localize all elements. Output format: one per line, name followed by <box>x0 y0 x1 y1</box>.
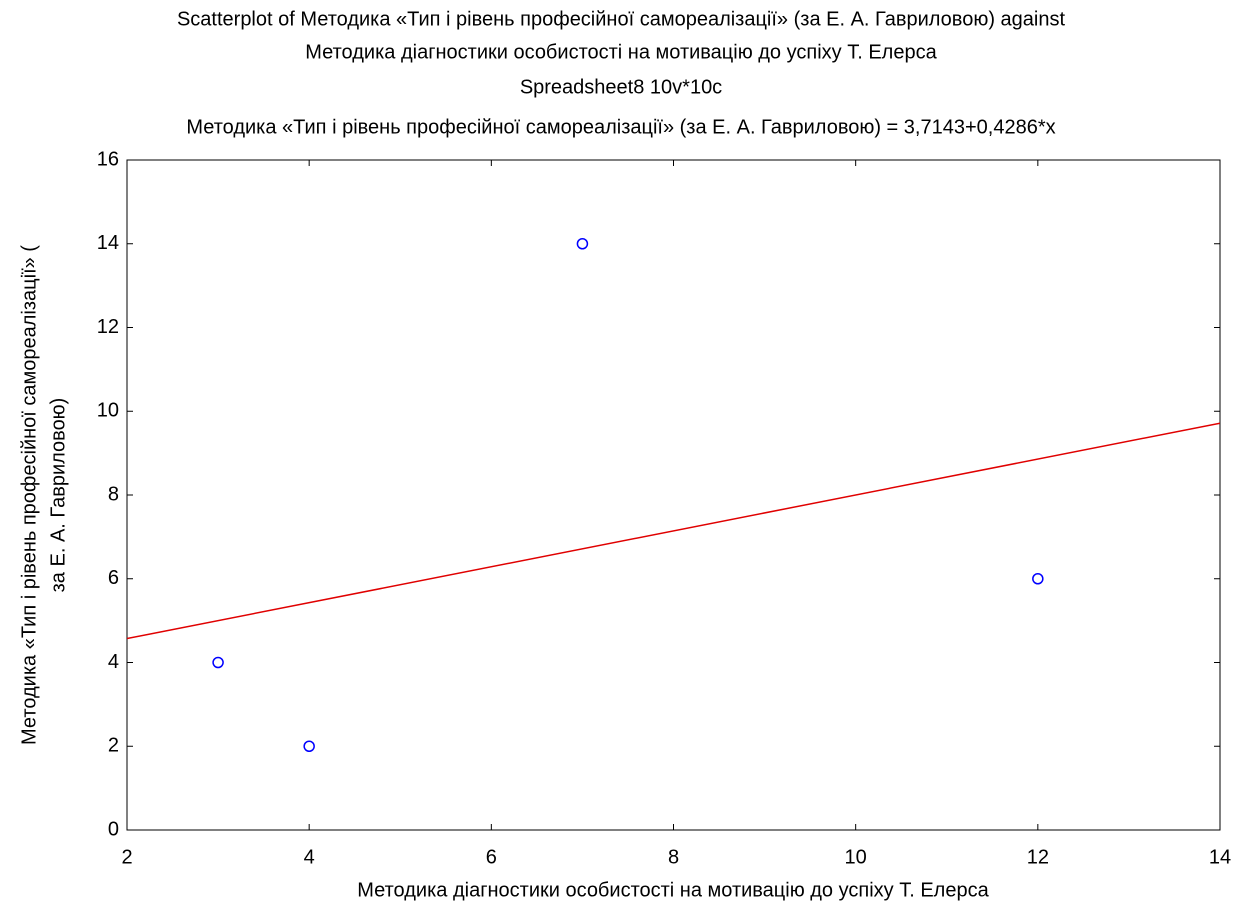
y-tick-label: 14 <box>97 232 119 254</box>
point <box>303 740 315 752</box>
chart-title: Scatterplot of Методика «Тип і рівень пр… <box>177 8 1066 30</box>
y-tick-label: 12 <box>97 316 119 338</box>
y-tick-label: 4 <box>108 651 119 673</box>
x-tick-label: 8 <box>668 846 679 868</box>
chart-title: Spreadsheet8 10v*10c <box>520 76 722 98</box>
x-tick-label: 4 <box>304 846 315 868</box>
y-tick-label: 8 <box>108 483 119 505</box>
y-tick-label: 16 <box>97 148 119 170</box>
x-tick-label: 2 <box>121 846 132 868</box>
y-axis-label: за Е. А. Гавриловою) <box>47 398 69 593</box>
x-tick-label: 14 <box>1209 846 1231 868</box>
x-tick-label: 6 <box>486 846 497 868</box>
y-tick-label: 10 <box>97 400 119 422</box>
fit-line <box>127 422 1220 640</box>
point <box>212 656 224 669</box>
x-axis-label: Методика діагностики особистості на моти… <box>357 879 989 901</box>
y-tick-label: 0 <box>108 818 119 840</box>
point <box>576 238 589 250</box>
point <box>1032 573 1044 585</box>
x-tick-label: 12 <box>1027 846 1049 868</box>
y-tick-label: 6 <box>108 567 119 589</box>
chart-title: Методика діагностики особистості на моти… <box>305 41 937 63</box>
y-axis-label: Методика «Тип і рівень професійної самор… <box>18 245 40 745</box>
x-tick-label: 10 <box>845 846 867 868</box>
plot-frame <box>126 159 1221 831</box>
y-tick-label: 2 <box>108 735 119 757</box>
chart-subtitle: Методика «Тип і рівень професійної самор… <box>186 116 1055 138</box>
